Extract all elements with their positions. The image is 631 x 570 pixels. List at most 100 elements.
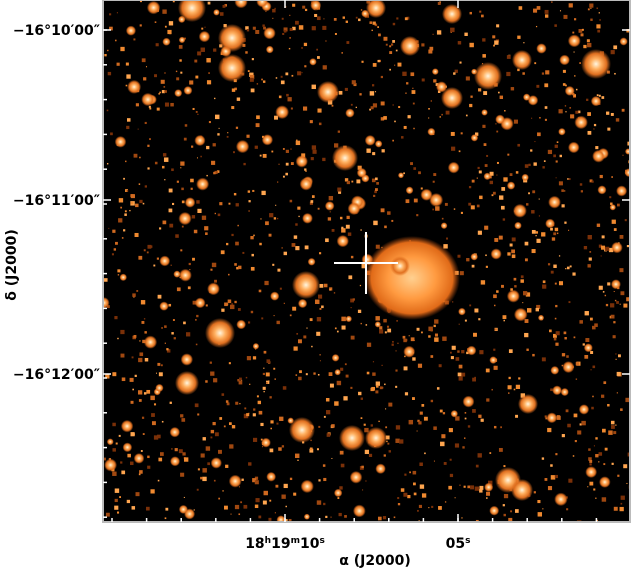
star [125, 25, 137, 36]
star [261, 446, 264, 448]
star [559, 54, 570, 66]
star [147, 167, 150, 170]
star [464, 417, 467, 420]
star [418, 421, 422, 425]
star [253, 234, 255, 237]
star [550, 270, 554, 274]
star [180, 414, 184, 418]
star [116, 62, 120, 66]
star [334, 401, 339, 406]
star [228, 422, 232, 426]
star [202, 476, 207, 482]
star [500, 205, 505, 210]
star [513, 388, 516, 391]
star [323, 18, 325, 20]
star [484, 164, 488, 167]
star [227, 132, 229, 134]
star [311, 195, 315, 198]
star [151, 413, 155, 417]
star [627, 452, 630, 457]
star [182, 452, 186, 456]
star [234, 263, 237, 266]
star [196, 177, 210, 191]
star [541, 232, 546, 237]
star [169, 401, 172, 404]
star [114, 136, 127, 148]
star [196, 314, 199, 318]
star [257, 400, 262, 405]
star [364, 134, 376, 146]
star [457, 254, 461, 258]
star [218, 497, 221, 500]
star [180, 472, 185, 477]
star [292, 306, 297, 311]
star [489, 452, 492, 454]
star [596, 94, 599, 97]
star [431, 505, 434, 508]
star [479, 485, 484, 490]
star [433, 79, 437, 83]
star [180, 71, 183, 74]
star [289, 37, 291, 39]
star [364, 449, 370, 455]
star [360, 229, 362, 231]
star [457, 372, 462, 377]
star [166, 349, 171, 353]
star [578, 404, 590, 415]
star [279, 416, 284, 421]
star [622, 154, 624, 156]
star [561, 364, 564, 367]
star [319, 307, 322, 310]
star [481, 109, 488, 116]
star [433, 460, 435, 462]
star [252, 190, 255, 192]
star [213, 378, 218, 383]
star [374, 140, 383, 148]
star [413, 198, 418, 203]
star [539, 117, 541, 119]
star [288, 518, 292, 522]
star [614, 72, 616, 75]
star [194, 403, 199, 408]
star [372, 63, 377, 67]
star [616, 203, 620, 207]
star [554, 474, 558, 479]
star [564, 190, 566, 192]
star [517, 143, 521, 147]
star [252, 342, 260, 350]
star [176, 287, 181, 292]
star [150, 395, 155, 401]
star [405, 199, 410, 204]
star [189, 269, 191, 271]
star [164, 342, 166, 344]
star [508, 517, 513, 522]
star [140, 300, 146, 305]
star [588, 457, 592, 461]
star [135, 492, 140, 497]
star [506, 55, 511, 59]
star [443, 462, 447, 465]
star [603, 463, 606, 466]
star [494, 238, 499, 242]
tick-text: 05 [446, 536, 465, 552]
star [311, 26, 316, 31]
star [531, 210, 535, 214]
star [197, 208, 202, 213]
star [265, 10, 267, 13]
star [297, 298, 308, 309]
star [242, 43, 246, 47]
star [259, 242, 262, 246]
star [246, 413, 250, 417]
star [345, 224, 350, 229]
star [296, 139, 298, 142]
star [554, 317, 557, 320]
star [125, 62, 129, 66]
star [587, 112, 591, 116]
star [325, 410, 331, 415]
star [514, 221, 522, 230]
star [114, 505, 119, 510]
star [282, 386, 287, 390]
star [536, 238, 541, 243]
star [326, 433, 331, 437]
